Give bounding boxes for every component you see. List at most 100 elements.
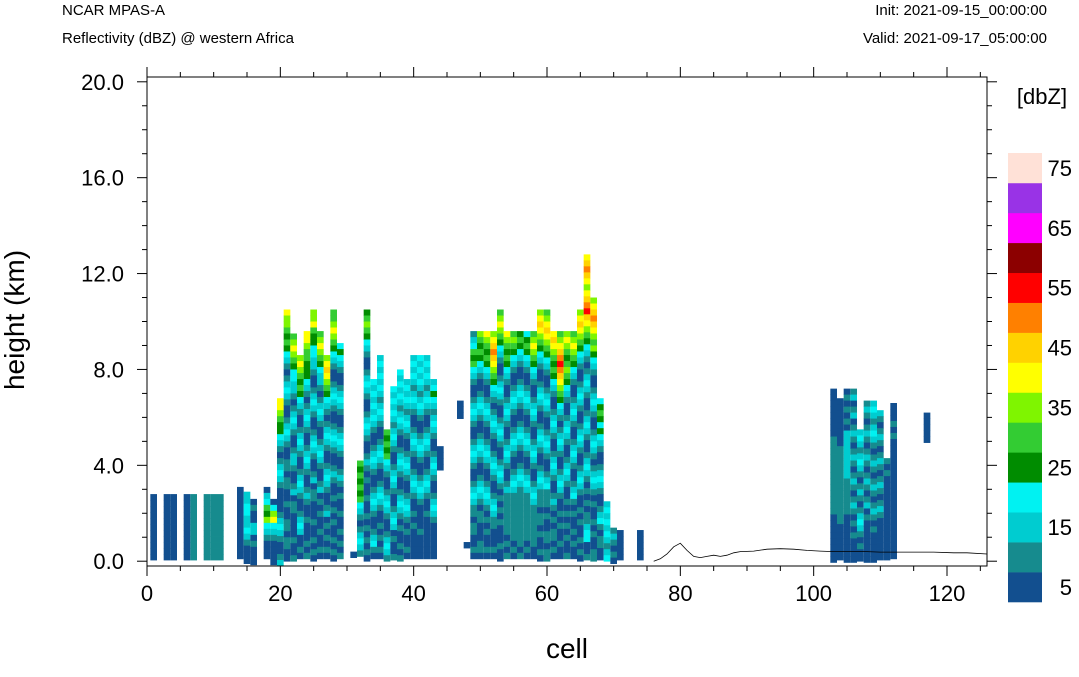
reflectivity-cell — [530, 480, 537, 488]
reflectivity-cell — [510, 426, 517, 434]
reflectivity-cell — [397, 537, 404, 544]
reflectivity-cell — [550, 414, 557, 422]
reflectivity-cell — [483, 361, 491, 368]
colorbar-segment — [1008, 542, 1042, 573]
reflectivity-cell — [277, 512, 284, 519]
reflectivity-cell — [250, 522, 257, 530]
reflectivity-cell — [377, 480, 384, 488]
reflectivity-cell — [283, 501, 291, 508]
reflectivity-cell — [370, 391, 377, 398]
reflectivity-cell — [283, 507, 291, 514]
reflectivity-cell — [537, 507, 544, 514]
reflectivity-cell — [503, 516, 511, 524]
reflectivity-cell — [323, 462, 331, 470]
reflectivity-cell — [337, 456, 344, 464]
reflectivity-cell — [310, 537, 317, 544]
reflectivity-cell — [597, 488, 604, 495]
reflectivity-cell — [323, 426, 331, 434]
colorbar-segment — [1008, 242, 1042, 274]
reflectivity-cell — [377, 450, 384, 458]
reflectivity-cell — [490, 522, 497, 530]
reflectivity-cell — [590, 387, 597, 394]
reflectivity-cell — [483, 343, 491, 350]
reflectivity-cell — [170, 500, 177, 507]
reflectivity-cell — [523, 438, 531, 446]
reflectivity-cell — [543, 495, 551, 502]
reflectivity-cell — [517, 522, 524, 530]
reflectivity-cell — [863, 544, 871, 551]
reflectivity-cell — [870, 448, 877, 455]
reflectivity-cell — [870, 430, 877, 437]
reflectivity-cell — [397, 507, 404, 514]
reflectivity-cell — [297, 462, 304, 470]
reflectivity-cell — [310, 345, 317, 352]
reflectivity-cell — [563, 361, 571, 368]
reflectivity-cell — [377, 403, 384, 410]
reflectivity-cell — [383, 435, 391, 442]
reflectivity-cell — [490, 462, 497, 470]
reflectivity-cell — [850, 490, 857, 497]
reflectivity-cell — [270, 504, 277, 512]
reflectivity-cell — [303, 486, 311, 494]
reflectivity-cell — [250, 552, 257, 560]
reflectivity-cell — [417, 403, 424, 410]
reflectivity-cell — [310, 525, 317, 532]
reflectivity-cell — [843, 436, 851, 443]
reflectivity-cell — [363, 465, 371, 472]
reflectivity-cell — [883, 536, 891, 543]
reflectivity-cell — [303, 534, 311, 542]
reflectivity-cell — [583, 500, 591, 507]
reflectivity-cell — [390, 434, 397, 441]
reflectivity-cell — [850, 424, 857, 431]
reflectivity-cell — [530, 522, 537, 530]
reflectivity-cell — [410, 534, 417, 542]
reflectivity-cell — [317, 540, 324, 548]
reflectivity-cell — [370, 408, 377, 416]
reflectivity-cell — [550, 397, 557, 404]
reflectivity-cell — [337, 462, 344, 470]
reflectivity-cell — [297, 367, 304, 374]
reflectivity-cell — [330, 411, 337, 418]
reflectivity-cell — [523, 522, 531, 530]
reflectivity-cell — [523, 397, 531, 404]
reflectivity-cell — [590, 405, 597, 412]
reflectivity-cell — [583, 266, 591, 273]
reflectivity-cell — [850, 544, 857, 551]
reflectivity-cell — [170, 554, 177, 561]
reflectivity-cell — [543, 375, 551, 382]
reflectivity-cell — [150, 512, 157, 519]
reflectivity-cell — [170, 506, 177, 513]
reflectivity-cell — [270, 498, 277, 506]
reflectivity-cell — [283, 519, 291, 526]
reflectivity-cell — [410, 403, 417, 410]
reflectivity-cell — [283, 447, 291, 454]
reflectivity-cell — [577, 549, 584, 556]
reflectivity-cell — [570, 450, 577, 458]
reflectivity-cell — [290, 435, 297, 442]
reflectivity-cell — [337, 420, 344, 428]
reflectivity-cell — [270, 516, 277, 524]
reflectivity-cell — [870, 532, 877, 539]
reflectivity-cell — [470, 414, 477, 422]
reflectivity-cell — [863, 490, 871, 497]
reflectivity-cell — [383, 489, 391, 496]
reflectivity-cell — [317, 385, 324, 392]
reflectivity-cell — [377, 444, 384, 452]
reflectivity-cell — [523, 456, 531, 464]
reflectivity-cell — [337, 379, 344, 386]
reflectivity-cell — [417, 426, 424, 434]
reflectivity-cell — [303, 504, 311, 512]
reflectivity-cell — [290, 399, 297, 406]
reflectivity-cell — [383, 453, 391, 460]
reflectivity-cell — [830, 556, 837, 563]
reflectivity-cell — [377, 498, 384, 506]
reflectivity-cell — [363, 405, 371, 412]
reflectivity-cell — [483, 474, 491, 482]
reflectivity-cell — [870, 556, 877, 563]
reflectivity-cell — [390, 452, 397, 459]
reflectivity-cell — [310, 405, 317, 412]
reflectivity-cell — [583, 470, 591, 477]
reflectivity-cell — [377, 510, 384, 518]
reflectivity-cell — [390, 464, 397, 471]
reflectivity-cell — [403, 456, 411, 464]
